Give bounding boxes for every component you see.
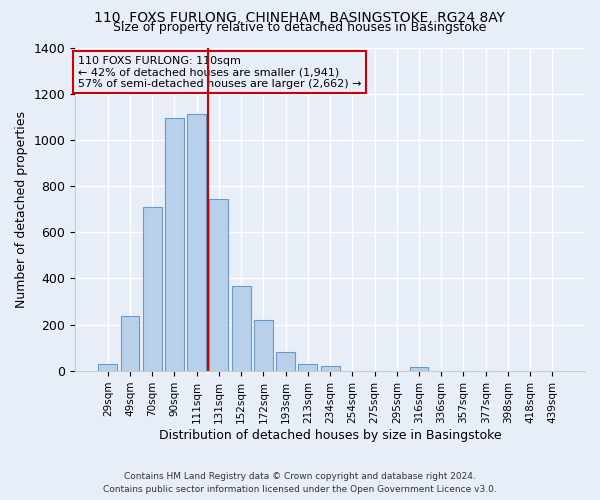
Text: 110 FOXS FURLONG: 110sqm
← 42% of detached houses are smaller (1,941)
57% of sem: 110 FOXS FURLONG: 110sqm ← 42% of detach…: [78, 56, 361, 89]
Bar: [121, 316, 139, 370]
X-axis label: Distribution of detached houses by size in Basingstoke: Distribution of detached houses by size …: [159, 430, 502, 442]
Bar: [187, 114, 206, 370]
Bar: [254, 320, 273, 370]
Bar: [98, 364, 117, 370]
Text: Size of property relative to detached houses in Basingstoke: Size of property relative to detached ho…: [113, 22, 487, 35]
Bar: [276, 352, 295, 370]
Bar: [143, 207, 161, 370]
Bar: [320, 366, 340, 370]
Bar: [298, 364, 317, 370]
Y-axis label: Number of detached properties: Number of detached properties: [15, 110, 28, 308]
Bar: [232, 286, 251, 370]
Bar: [209, 198, 229, 370]
Text: Contains HM Land Registry data © Crown copyright and database right 2024.
Contai: Contains HM Land Registry data © Crown c…: [103, 472, 497, 494]
Bar: [410, 367, 428, 370]
Text: 110, FOXS FURLONG, CHINEHAM, BASINGSTOKE, RG24 8AY: 110, FOXS FURLONG, CHINEHAM, BASINGSTOKE…: [95, 12, 505, 26]
Bar: [165, 118, 184, 370]
